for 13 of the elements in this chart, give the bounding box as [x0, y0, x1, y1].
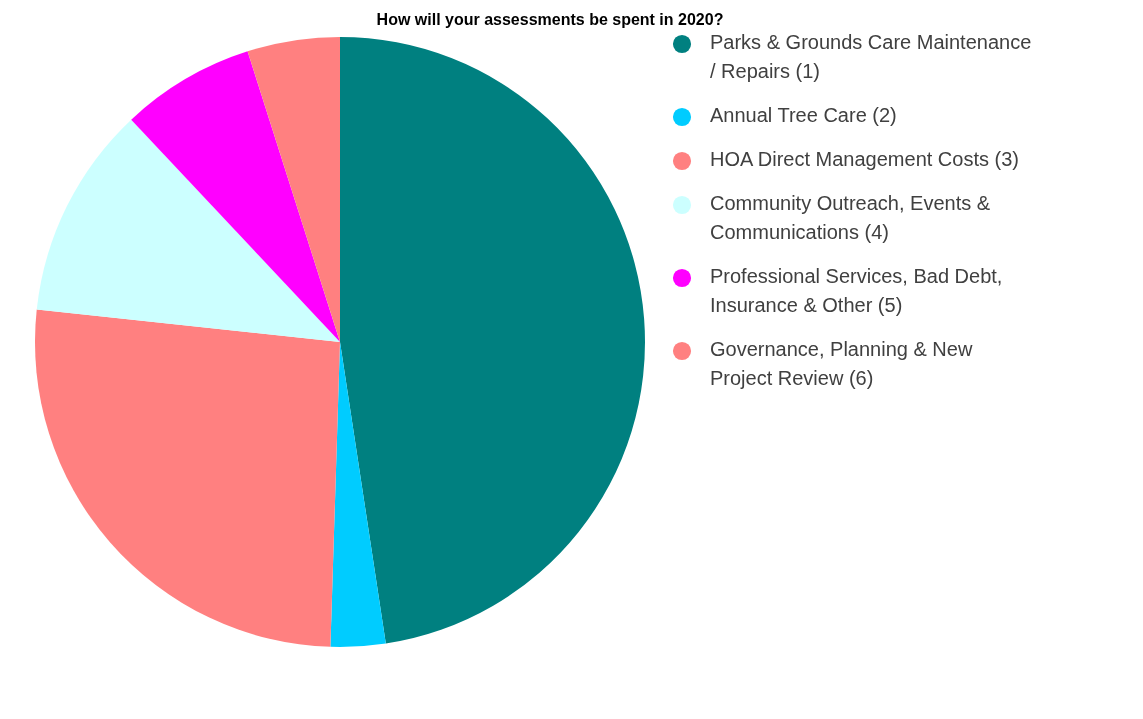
legend-label: Community Outreach, Events & Communications (4) [710, 192, 991, 243]
pie-slice [35, 309, 340, 647]
pie-slice [340, 37, 645, 644]
pie-slice [131, 51, 340, 342]
pie-slice [330, 342, 386, 647]
chart-title: How will your assessments be spent in 2020? [376, 11, 724, 28]
legend-label: Professional Services, Bad Debt, Insurance & Other (5) [710, 265, 1003, 316]
legend-label: HOA Direct Management Costs (3) [710, 148, 1019, 170]
legend-label: Annual Tree Care (2) [710, 104, 897, 126]
legend-label: Governance, Planning & New Project Review (6) [710, 338, 973, 389]
legend-label: Parks & Grounds Care Maintenance / Repairs (1) [710, 31, 1032, 82]
pie-slice [247, 37, 340, 342]
pie-slice [36, 119, 340, 342]
